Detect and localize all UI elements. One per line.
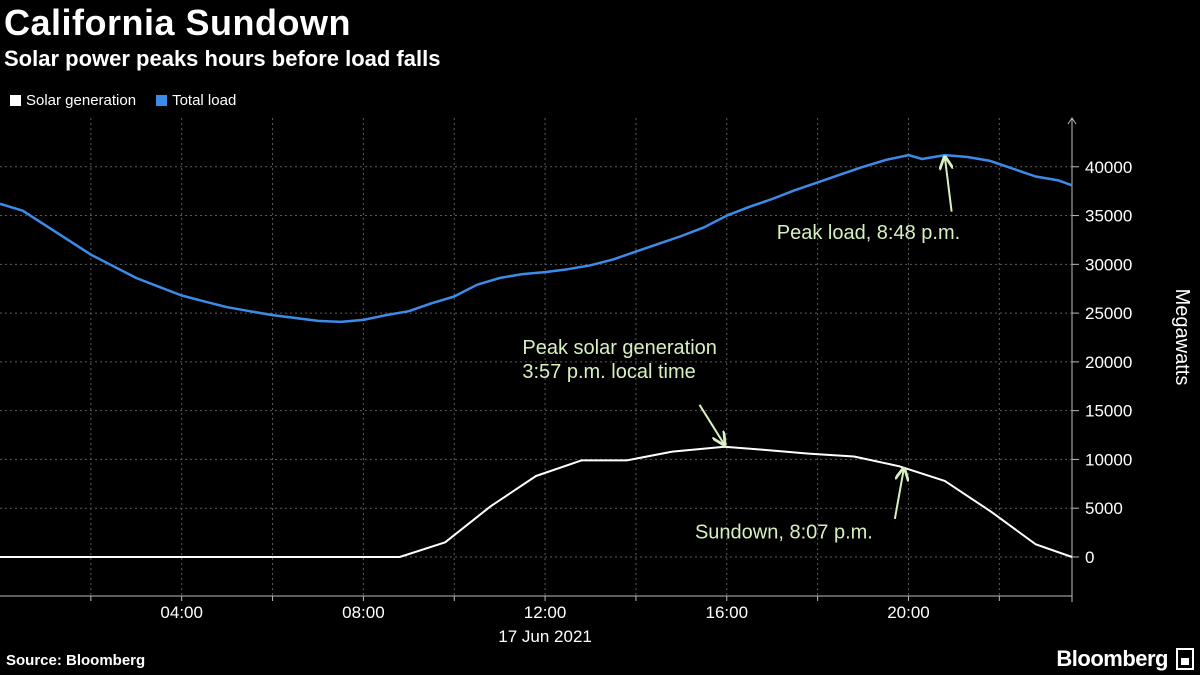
y-tick-label-4: 20000 [1085, 353, 1132, 372]
x-tick-label-3: 16:00 [706, 603, 749, 622]
x-axis-title: 17 Jun 2021 [498, 627, 592, 646]
y-axis-arrow [1067, 117, 1077, 125]
annotation-arrow-2 [893, 468, 904, 520]
annotation-0: Peak load, 8:48 p.m. [777, 222, 960, 244]
chart-subtitle: Solar power peaks hours before load fall… [4, 46, 441, 71]
y-tick-label-2: 10000 [1085, 450, 1132, 469]
series-line-1 [0, 153, 1073, 324]
y-tick-label-8: 40000 [1085, 158, 1132, 177]
annotation-arrow-1 [698, 404, 725, 445]
legend-label-load: Total load [172, 92, 237, 109]
terminal-icon [1176, 648, 1194, 670]
legend-label-solar: Solar generation [26, 92, 137, 109]
legend: Solar generation Total load [10, 92, 236, 109]
y-tick-label-0: 0 [1085, 548, 1094, 567]
annotation-2-line-0: Sundown, 8:07 p.m. [695, 521, 873, 543]
source-note: Source: Bloomberg [6, 652, 146, 669]
annotation-1-line-0: Peak solar generation [522, 337, 717, 359]
x-tick-label-0: 04:00 [160, 603, 203, 622]
annotation-2: Sundown, 8:07 p.m. [695, 521, 873, 543]
chart-title: California Sundown [4, 2, 351, 43]
bloomberg-logo: Bloomberg [1056, 646, 1194, 672]
y-tick-label-3: 15000 [1085, 402, 1132, 421]
series-line-0 [0, 445, 1073, 558]
annotation-1: Peak solar generation 3:57 p.m. local tim… [522, 337, 717, 383]
y-tick-label-7: 35000 [1085, 207, 1132, 226]
legend-item-solar: Solar generation [10, 92, 136, 109]
y-tick-label-1: 5000 [1085, 499, 1123, 518]
x-tick-label-4: 20:00 [887, 603, 930, 622]
annotation-0-line-0: Peak load, 8:48 p.m. [777, 222, 960, 244]
y-tick-label-6: 30000 [1085, 255, 1132, 274]
legend-item-load: Total load [156, 92, 236, 109]
x-tick-label-1: 08:00 [342, 603, 385, 622]
brand-name: Bloomberg [1056, 646, 1168, 671]
y-tick-label-5: 25000 [1085, 304, 1132, 323]
x-tick-label-2: 12:00 [524, 603, 567, 622]
annotation-arrow-0 [945, 157, 952, 212]
y-axis-title: Megawatts [1171, 289, 1193, 386]
annotation-1-line-1: 3:57 p.m. local time [522, 361, 695, 383]
legend-swatch-load [156, 95, 168, 106]
legend-swatch-solar [10, 95, 21, 106]
